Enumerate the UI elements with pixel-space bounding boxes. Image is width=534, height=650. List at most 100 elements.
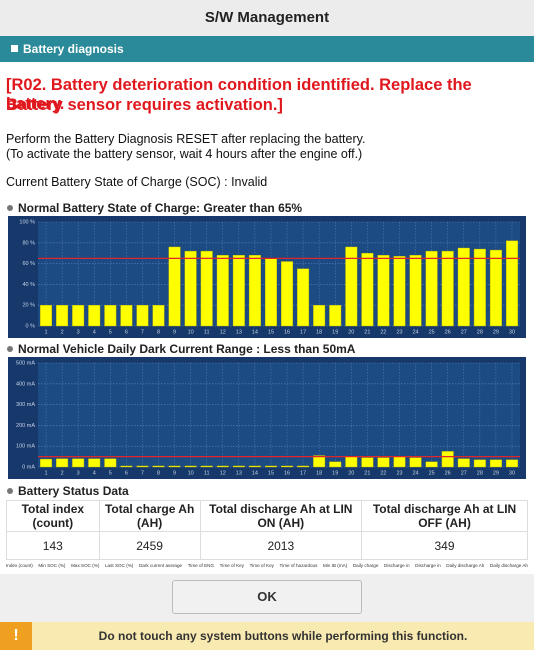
instruction: (To activate the battery sensor, wait 4 … xyxy=(6,147,363,161)
x-tick-label: 19 xyxy=(332,329,338,335)
bar xyxy=(489,459,502,468)
plot-area xyxy=(38,222,520,326)
x-tick-label: 29 xyxy=(493,329,499,335)
bar xyxy=(425,461,438,468)
table-wrap: Total index (count) Total charge Ah (AH) T… xyxy=(6,500,528,572)
section-title: Battery diagnosis xyxy=(23,42,124,56)
bar xyxy=(40,304,53,327)
bar xyxy=(505,240,518,327)
alert-line: [R02. Battery deterioration condition id… xyxy=(6,76,472,113)
y-tick-label: 100 mA xyxy=(16,444,35,450)
x-tick-label: 18 xyxy=(316,329,322,335)
bar xyxy=(281,465,294,468)
x-tick-label: 11 xyxy=(204,329,210,335)
bar xyxy=(56,458,69,468)
x-tick-label: 28 xyxy=(477,470,483,476)
x-tick-label: 7 xyxy=(141,329,144,335)
bar xyxy=(40,458,53,468)
x-tick-label: 7 xyxy=(141,470,144,476)
bar xyxy=(329,461,342,468)
bar xyxy=(248,255,261,327)
section-bar: Battery diagnosis xyxy=(0,36,534,62)
table-cell: 349 xyxy=(361,531,528,560)
ok-button[interactable]: OK xyxy=(172,580,362,614)
subheader-cell: Last SOC (%) xyxy=(105,563,134,568)
x-tick-label: 13 xyxy=(236,329,242,335)
bar xyxy=(281,261,294,327)
x-tick-label: 24 xyxy=(413,329,419,335)
x-tick-label: 6 xyxy=(125,470,128,476)
x-tick-label: 28 xyxy=(477,329,483,335)
x-tick-label: 16 xyxy=(284,470,290,476)
bar xyxy=(345,456,358,468)
x-tick-label: 4 xyxy=(93,329,96,335)
x-tick-label: 27 xyxy=(461,470,467,476)
column-header: Total index (count) xyxy=(6,500,100,532)
x-tick-label: 4 xyxy=(93,470,96,476)
chart-title: Normal Battery State of Charge: Greater … xyxy=(7,201,302,215)
bar xyxy=(136,465,149,468)
x-tick-label: 5 xyxy=(109,329,112,335)
x-tick-label: 15 xyxy=(268,329,274,335)
y-tick-label: 200 mA xyxy=(16,423,35,429)
x-tick-label: 20 xyxy=(348,329,354,335)
bar xyxy=(297,465,310,468)
bar xyxy=(473,248,486,327)
y-tick-label: 40 % xyxy=(22,282,35,288)
plot-area xyxy=(38,363,520,467)
subheader-cell: Discharge in xyxy=(415,563,441,568)
bar xyxy=(409,457,422,468)
bar xyxy=(168,246,181,327)
subheader-cell: Time of Key xyxy=(249,563,274,568)
x-tick-label: 27 xyxy=(461,329,467,335)
x-tick-label: 17 xyxy=(300,329,306,335)
bar xyxy=(104,458,117,468)
bar xyxy=(264,258,277,327)
x-tick-label: 29 xyxy=(493,470,499,476)
header-title: S/W Management xyxy=(0,0,534,36)
column-header: Total charge Ah (AH) xyxy=(98,500,201,532)
y-tick-label: 80 % xyxy=(22,240,35,246)
x-tick-label: 8 xyxy=(157,329,160,335)
x-tick-label: 20 xyxy=(348,470,354,476)
x-tick-label: 1 xyxy=(45,470,48,476)
x-tick-label: 6 xyxy=(125,329,128,335)
bar xyxy=(200,250,213,327)
subheader-cell: Daily discharge Ah xyxy=(489,563,528,568)
subheader-cell: Discharge in xyxy=(384,563,410,568)
x-tick-label: 21 xyxy=(364,470,370,476)
table-cell: 143 xyxy=(6,531,100,560)
subheader-cell: Max SOC (%) xyxy=(71,563,100,568)
y-tick-label: 60 % xyxy=(22,261,35,267)
x-tick-label: 16 xyxy=(284,329,290,335)
x-tick-label: 19 xyxy=(332,470,338,476)
column-header: Total discharge Ah at LIN ON (AH) xyxy=(199,500,363,532)
x-tick-label: 25 xyxy=(429,470,435,476)
table-cell: 2459 xyxy=(98,531,201,560)
x-tick-label: 26 xyxy=(445,470,451,476)
subheader-cell: Daily charge xyxy=(352,563,379,568)
bar xyxy=(72,458,85,468)
alert-line: Battery sensor requires activation.] xyxy=(6,96,283,114)
bar xyxy=(393,256,406,327)
warning-bar: ! Do not touch any system buttons while … xyxy=(0,622,534,650)
y-tick-label: 0 % xyxy=(26,323,36,329)
bar xyxy=(152,465,165,468)
chart-title: Normal Vehicle Daily Dark Current Range … xyxy=(7,342,355,356)
bar xyxy=(345,246,358,327)
bar xyxy=(473,459,486,468)
bar xyxy=(297,268,310,327)
x-tick-label: 30 xyxy=(509,470,515,476)
y-tick-label: 500 mA xyxy=(16,360,35,366)
chart: 0 %20 %40 %60 %80 %100 %1 2 3 4 5 6 7 8 9 10 11 12 1… xyxy=(8,216,526,338)
subheader-cell: Daily discharge Ah xyxy=(446,563,485,568)
bar xyxy=(216,255,229,327)
bar xyxy=(361,253,374,327)
bar xyxy=(168,465,181,468)
bar xyxy=(393,456,406,468)
x-tick-label: 10 xyxy=(188,329,194,335)
bar xyxy=(377,457,390,468)
x-tick-label: 21 xyxy=(364,329,370,335)
